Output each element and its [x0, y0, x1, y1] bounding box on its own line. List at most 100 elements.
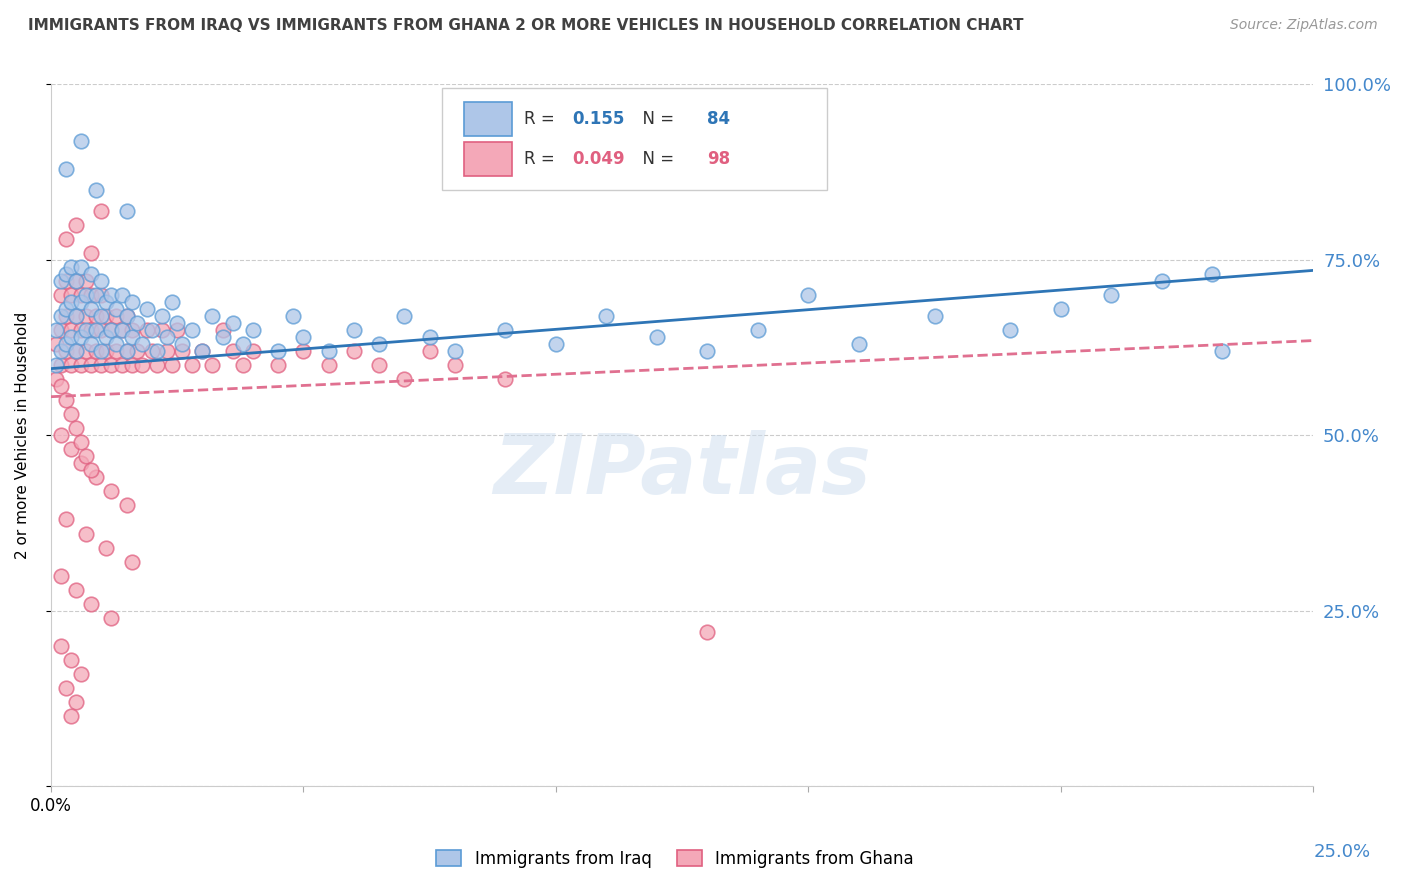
Point: [105, 301, 128, 316]
Point: [55, 267, 77, 281]
Point: [110, 288, 132, 302]
Point: [121, 295, 143, 310]
Point: [70, 288, 93, 302]
Point: [181, 358, 204, 372]
Point: [146, 344, 169, 359]
Point: [141, 323, 163, 337]
Point: [100, 611, 122, 625]
Point: [131, 358, 153, 372]
Point: [494, 323, 516, 337]
Point: [55, 274, 77, 288]
Point: [848, 337, 870, 351]
Point: [75, 344, 97, 359]
FancyBboxPatch shape: [464, 142, 512, 176]
Point: [191, 344, 214, 359]
Point: [49, 309, 72, 323]
Point: [55, 681, 77, 695]
Point: [242, 323, 264, 337]
Point: [1211, 344, 1233, 359]
Point: [115, 203, 138, 218]
Point: [394, 309, 416, 323]
Point: [90, 288, 112, 302]
Point: [100, 323, 122, 337]
Point: [84, 309, 107, 323]
Point: [90, 323, 112, 337]
Point: [70, 435, 93, 450]
Point: [292, 330, 315, 344]
Point: [65, 309, 87, 323]
Point: [49, 274, 72, 288]
Point: [60, 358, 83, 372]
Point: [242, 344, 264, 359]
Point: [75, 323, 97, 337]
Point: [49, 568, 72, 582]
Point: [1099, 288, 1122, 302]
Point: [232, 337, 254, 351]
Text: 0.049: 0.049: [572, 150, 624, 168]
Point: [65, 695, 87, 709]
Point: [96, 344, 118, 359]
Point: [90, 274, 112, 288]
Point: [90, 344, 112, 359]
Point: [90, 309, 112, 323]
Point: [80, 288, 103, 302]
Point: [80, 267, 103, 281]
Point: [318, 358, 340, 372]
Point: [924, 309, 946, 323]
Point: [368, 337, 391, 351]
Point: [131, 337, 153, 351]
Point: [115, 309, 138, 323]
Point: [201, 358, 224, 372]
Legend: Immigrants from Iraq, Immigrants from Ghana: Immigrants from Iraq, Immigrants from Gh…: [430, 844, 920, 875]
Point: [65, 218, 87, 232]
Point: [45, 323, 67, 337]
Point: [160, 358, 183, 372]
Point: [70, 666, 93, 681]
Point: [191, 344, 214, 359]
Point: [494, 372, 516, 386]
Point: [80, 358, 103, 372]
Point: [49, 428, 72, 442]
Point: [121, 555, 143, 569]
Point: [45, 337, 67, 351]
Point: [45, 358, 67, 372]
Point: [65, 309, 87, 323]
Point: [1000, 323, 1022, 337]
FancyBboxPatch shape: [464, 102, 512, 136]
Point: [181, 323, 204, 337]
Point: [70, 260, 93, 274]
Point: [797, 288, 820, 302]
Point: [595, 309, 617, 323]
Point: [156, 330, 179, 344]
Point: [172, 344, 194, 359]
Point: [96, 295, 118, 310]
Point: [55, 337, 77, 351]
Point: [267, 358, 290, 372]
Point: [110, 358, 132, 372]
Point: [232, 358, 254, 372]
Point: [60, 288, 83, 302]
Text: N =: N =: [631, 150, 679, 168]
Point: [343, 344, 366, 359]
Point: [75, 288, 97, 302]
Point: [80, 597, 103, 611]
Point: [55, 232, 77, 246]
Point: [70, 330, 93, 344]
Point: [49, 639, 72, 653]
Point: [90, 358, 112, 372]
Point: [110, 323, 132, 337]
Point: [443, 344, 465, 359]
Text: R =: R =: [524, 110, 560, 128]
Point: [96, 541, 118, 555]
Point: [60, 330, 83, 344]
Point: [105, 344, 128, 359]
Point: [150, 309, 173, 323]
Point: [292, 344, 315, 359]
Point: [150, 323, 173, 337]
Point: [135, 323, 157, 337]
Point: [55, 301, 77, 316]
Point: [60, 653, 83, 667]
Point: [443, 358, 465, 372]
Point: [115, 499, 138, 513]
Point: [318, 344, 340, 359]
